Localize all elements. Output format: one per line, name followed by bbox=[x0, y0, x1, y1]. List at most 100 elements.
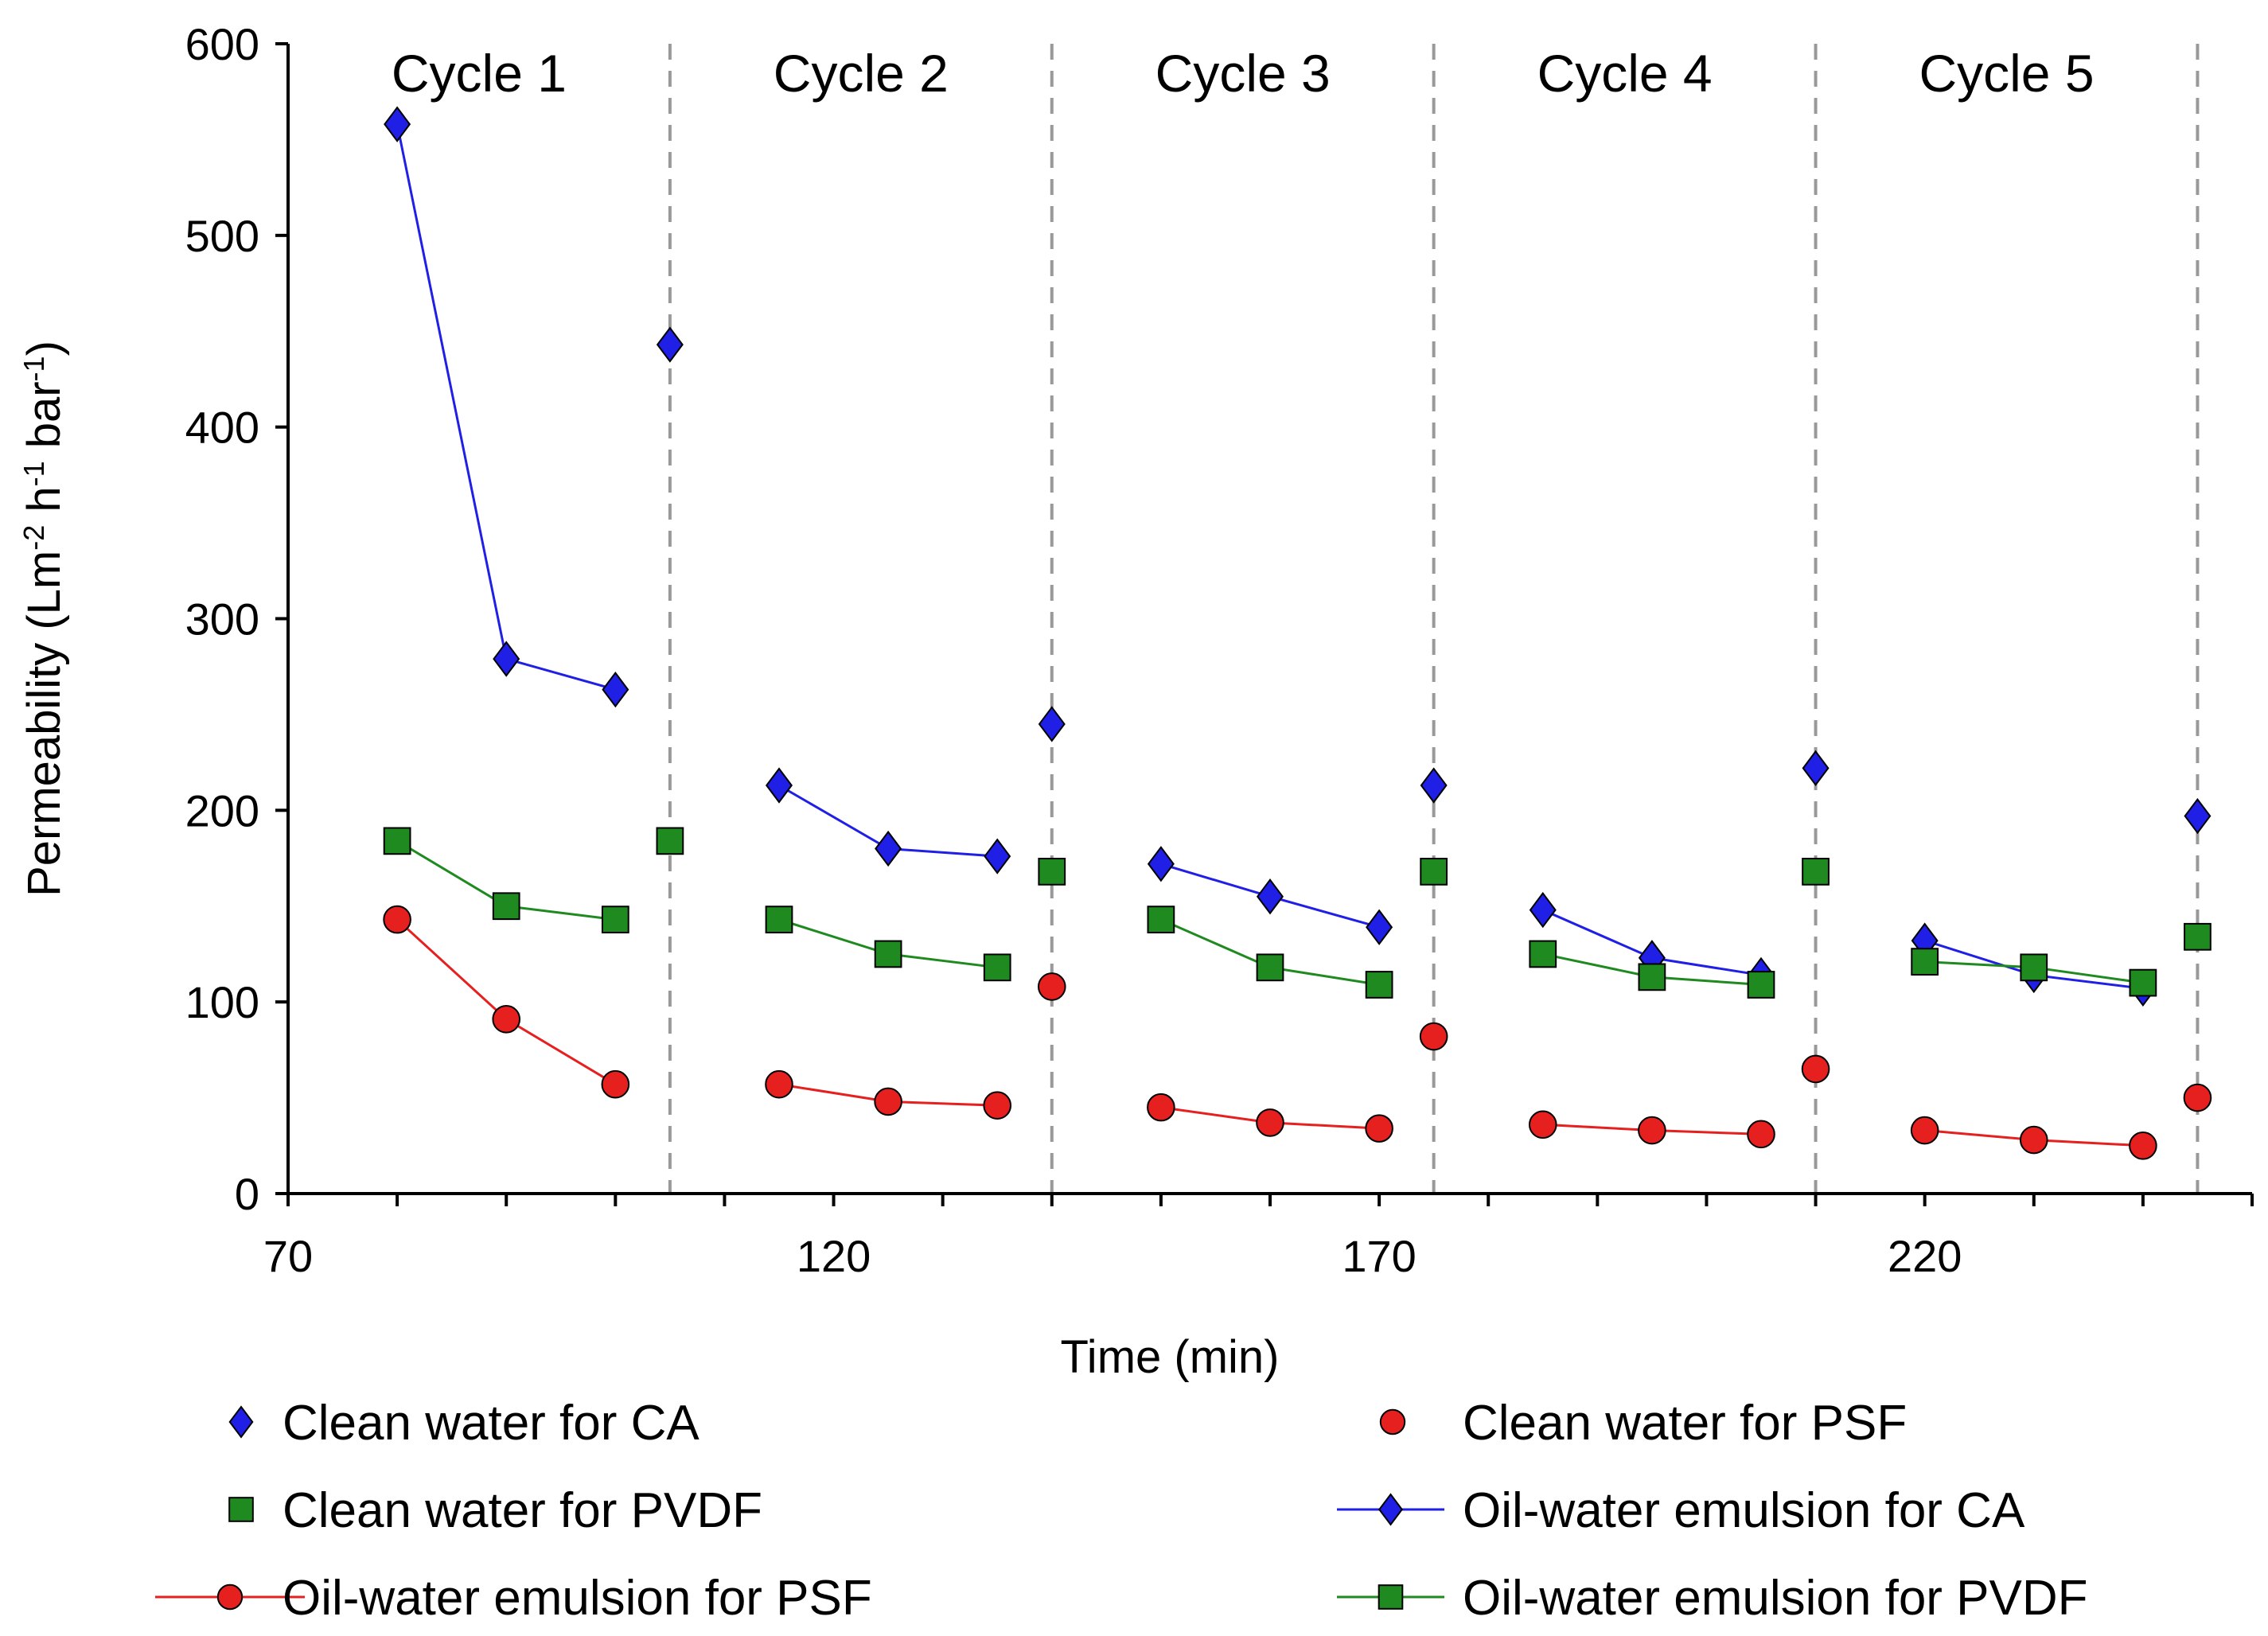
data-point bbox=[1802, 858, 1830, 886]
data-point bbox=[2183, 1083, 2212, 1112]
data-point bbox=[765, 1069, 793, 1099]
data-point bbox=[1147, 1093, 1175, 1122]
legend-item: Clean water for CA bbox=[228, 1396, 699, 1451]
y-tick-label: 200 bbox=[185, 785, 259, 836]
cycle-label: Cycle 5 bbox=[1919, 44, 2094, 103]
y-title-sup2: -1 bbox=[18, 461, 50, 486]
legend-marker bbox=[216, 1583, 244, 1611]
data-point bbox=[2184, 797, 2211, 835]
y-title-main: Permeability (Lm bbox=[18, 551, 70, 897]
data-point bbox=[983, 953, 1011, 982]
data-point bbox=[1038, 706, 1066, 742]
cycle-dividers bbox=[668, 44, 2200, 1194]
data-point bbox=[1747, 971, 1775, 999]
data-point bbox=[1420, 858, 1448, 886]
x-axis-title: Time (min) bbox=[1061, 1331, 1280, 1383]
data-point bbox=[383, 827, 411, 855]
data-point bbox=[2020, 953, 2048, 982]
legend-item: Clean water for PVDF bbox=[228, 1483, 762, 1538]
axis-titles: Time (min) Permeability (Lm-2 h-1 bar-1) bbox=[18, 341, 1279, 1383]
legend-item: Oil-water emulsion for PVDF bbox=[1337, 1571, 2088, 1626]
legend-label: Oil-water emulsion for CA bbox=[1463, 1483, 2025, 1538]
series bbox=[383, 106, 2212, 1160]
series-line bbox=[396, 918, 617, 1086]
data-point bbox=[1147, 846, 1175, 882]
y-tick-label: 500 bbox=[185, 211, 259, 261]
data-point bbox=[1529, 891, 1557, 929]
series-clean-water-for-psf bbox=[1037, 972, 2212, 1112]
legend-marker bbox=[1378, 1493, 1403, 1526]
series-clean-water-for-ca bbox=[656, 326, 2211, 835]
data-point bbox=[1038, 858, 1066, 886]
data-point bbox=[875, 830, 902, 867]
x-tick-label: 170 bbox=[1342, 1231, 1416, 1281]
data-point bbox=[1257, 878, 1284, 915]
legend-marker bbox=[228, 1497, 254, 1522]
legend-label: Clean water for PSF bbox=[1463, 1396, 1907, 1451]
ticks: 0 100 200 300 400 500 600 70 120 170 220 bbox=[185, 19, 2254, 1281]
data-point bbox=[2129, 1131, 2157, 1160]
y-tick-label: 300 bbox=[185, 594, 259, 645]
data-point bbox=[492, 892, 520, 921]
legend-marker bbox=[1378, 1584, 1404, 1610]
y-title-sup1: -2 bbox=[18, 525, 50, 551]
data-point bbox=[492, 1005, 521, 1034]
data-point bbox=[1365, 971, 1393, 999]
cycle-label: Cycle 3 bbox=[1155, 44, 1331, 103]
data-point bbox=[1638, 963, 1666, 991]
data-point bbox=[1420, 767, 1448, 804]
data-point bbox=[493, 641, 520, 677]
y-tick-label: 400 bbox=[185, 403, 259, 453]
y-tick-label: 600 bbox=[185, 19, 259, 69]
data-point bbox=[1419, 1022, 1448, 1051]
cycle-labels: Cycle 1 Cycle 2 Cycle 3 Cycle 4 Cycle 5 bbox=[392, 44, 2095, 103]
data-point bbox=[601, 906, 629, 933]
y-title-mid1: h bbox=[18, 486, 70, 524]
series-line bbox=[396, 123, 616, 691]
cycle-label: Cycle 2 bbox=[774, 44, 949, 103]
legend: Clean water for CA Clean water for PSF Cle… bbox=[155, 1396, 2088, 1626]
y-title-end: ) bbox=[18, 341, 70, 356]
data-point bbox=[2019, 1125, 2048, 1155]
data-point bbox=[1256, 953, 1284, 982]
data-point bbox=[602, 671, 629, 708]
x-tick-label: 220 bbox=[1888, 1231, 1962, 1281]
data-point bbox=[1747, 1120, 1775, 1149]
data-point bbox=[874, 940, 902, 968]
data-point bbox=[2184, 922, 2211, 951]
data-point bbox=[1256, 1108, 1284, 1137]
data-point bbox=[384, 106, 411, 142]
y-axis-title: Permeability (Lm-2 h-1 bar-1) bbox=[18, 341, 70, 897]
y-title-mid2: bar bbox=[18, 381, 70, 461]
data-point bbox=[1910, 1116, 1939, 1145]
data-point bbox=[874, 1087, 902, 1116]
data-point bbox=[765, 906, 793, 933]
data-point bbox=[2129, 968, 2157, 997]
data-point bbox=[1365, 1114, 1393, 1143]
data-point bbox=[656, 326, 684, 363]
legend-label: Clean water for CA bbox=[283, 1396, 699, 1451]
legend-item: Oil-water emulsion for CA bbox=[1337, 1483, 2025, 1538]
cycle-label: Cycle 1 bbox=[392, 44, 567, 103]
legend-marker bbox=[1379, 1408, 1406, 1435]
legend-label: Oil-water emulsion for PSF bbox=[283, 1571, 872, 1626]
series-oil-water-emulsion-for-psf bbox=[383, 905, 2157, 1160]
data-point bbox=[1638, 1116, 1666, 1145]
data-point bbox=[1037, 972, 1066, 1001]
legend-item: Oil-water emulsion for PSF bbox=[155, 1571, 872, 1626]
legend-label: Oil-water emulsion for PVDF bbox=[1463, 1571, 2088, 1626]
data-point bbox=[1911, 948, 1939, 976]
axes bbox=[286, 44, 2252, 1195]
series-oil-water-emulsion-for-ca bbox=[384, 106, 2157, 1007]
y-tick-label: 100 bbox=[185, 977, 259, 1027]
data-point bbox=[1802, 750, 1830, 787]
data-point bbox=[601, 1069, 630, 1099]
data-point bbox=[656, 827, 684, 855]
x-tick-label: 120 bbox=[797, 1231, 871, 1281]
data-point bbox=[1366, 909, 1393, 945]
legend-marker bbox=[228, 1405, 254, 1439]
data-point bbox=[766, 767, 793, 804]
data-point bbox=[984, 838, 1011, 874]
